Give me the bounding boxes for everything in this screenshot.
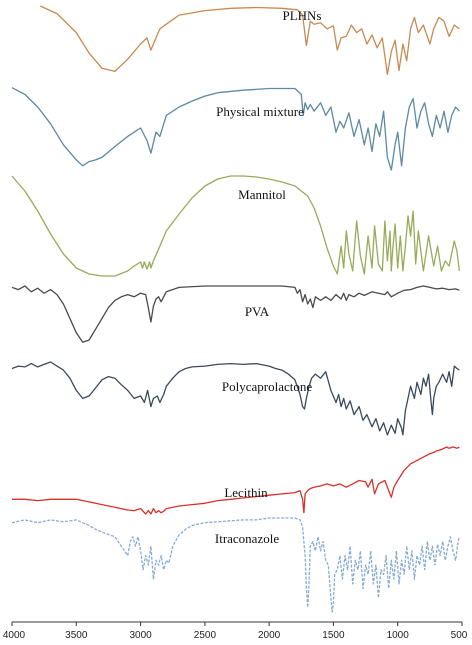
series-label-plhns: PLHNs [282,8,321,23]
x-tick-label-2000: 2000 [258,630,281,641]
x-tick-label-4000: 4000 [3,630,26,641]
series-label-lecithin: Lecithin [224,485,268,500]
spectrum-trace-pva [11,285,460,343]
series-label-itraconazole: Itraconazole [215,531,279,546]
spectra-traces [11,5,461,613]
series-label-polycaprolactone: Polycaprolactone [222,379,312,394]
series-label-mannitol: Mannitol [238,187,286,202]
series-label-pva: PVA [245,304,270,319]
spectrum-trace-itraconazole [11,517,461,613]
x-tick-label-1000: 1000 [387,630,410,641]
series-label-physical-mixture: Physical mixture [216,104,304,119]
x-tick-label-500: 500 [451,630,468,641]
x-tick-label-3000: 3000 [129,630,152,641]
spectrum-trace-polycaprolactone [11,361,460,436]
x-axis-ticks: 4000 3500 3000 2500 2000 1500 1000 500 [3,622,468,641]
x-tick-label-2500: 2500 [194,630,217,641]
spectrum-trace-physical-mixture [11,87,460,171]
spectrum-trace-plhns [40,5,460,76]
x-tick-label-1500: 1500 [322,630,345,641]
x-tick-label-3500: 3500 [65,630,88,641]
spectrum-trace-lecithin [12,446,460,515]
spectrum-trace-mannitol [11,175,461,277]
